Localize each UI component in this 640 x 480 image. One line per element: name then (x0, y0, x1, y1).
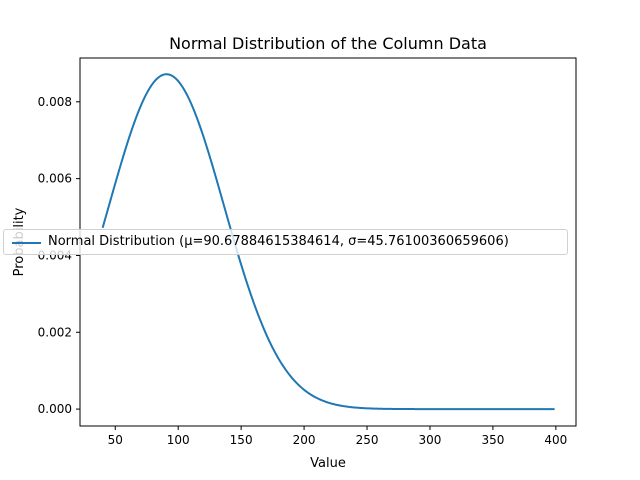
legend-series-swatch (12, 242, 41, 244)
x-tick-label: 200 (293, 433, 316, 447)
x-axis-ticks: 50 100 150 200 250 300 350 400 (108, 426, 567, 447)
x-tick-label: 50 (108, 433, 123, 447)
x-tick-label: 350 (481, 433, 504, 447)
legend: Normal Distribution (μ=90.67884615384614… (3, 229, 568, 255)
y-tick-label: 0.006 (38, 172, 72, 186)
x-tick-label: 150 (230, 433, 253, 447)
x-tick-label: 250 (356, 433, 379, 447)
x-axis-label: Value (310, 456, 346, 471)
x-tick-label: 100 (167, 433, 190, 447)
y-tick-label: 0.000 (38, 402, 72, 416)
chart-title: Normal Distribution of the Column Data (169, 34, 487, 53)
legend-series-label: Normal Distribution (μ=90.67884615384614… (48, 234, 509, 249)
series-line (101, 73, 555, 411)
y-tick-label: 0.008 (38, 95, 72, 109)
x-tick-label: 300 (419, 433, 442, 447)
y-tick-label: 0.002 (38, 325, 72, 339)
x-tick-label: 400 (544, 433, 567, 447)
